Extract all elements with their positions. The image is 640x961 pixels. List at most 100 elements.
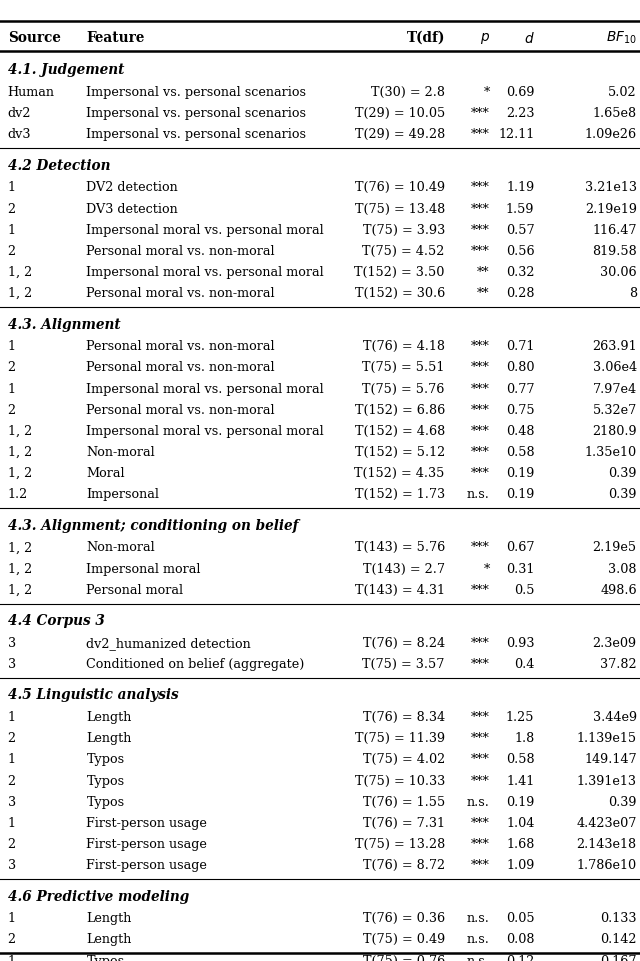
Text: T(143) = 5.76: T(143) = 5.76	[355, 541, 445, 554]
Text: 0.71: 0.71	[506, 340, 534, 354]
Text: 1, 2: 1, 2	[8, 425, 32, 438]
Text: Moral: Moral	[86, 467, 125, 480]
Text: 3: 3	[8, 658, 16, 671]
Text: T(75) = 5.76: T(75) = 5.76	[362, 382, 445, 396]
Text: T(29) = 49.28: T(29) = 49.28	[355, 128, 445, 141]
Text: Typos: Typos	[86, 954, 125, 961]
Text: Impersonal: Impersonal	[86, 488, 159, 502]
Text: 0.39: 0.39	[608, 796, 637, 808]
Text: 3: 3	[8, 637, 16, 650]
Text: 819.58: 819.58	[592, 245, 637, 258]
Text: T(76) = 4.18: T(76) = 4.18	[363, 340, 445, 354]
Text: Personal moral vs. non-moral: Personal moral vs. non-moral	[86, 404, 275, 417]
Text: 0.67: 0.67	[506, 541, 534, 554]
Text: 1.8: 1.8	[514, 732, 534, 745]
Text: ***: ***	[471, 382, 490, 396]
Text: 0.80: 0.80	[506, 361, 534, 375]
Text: 3: 3	[8, 859, 16, 872]
Text: Conditioned on belief (aggregate): Conditioned on belief (aggregate)	[86, 658, 305, 671]
Text: T(152) = 1.73: T(152) = 1.73	[355, 488, 445, 502]
Text: **: **	[477, 266, 490, 279]
Text: First-person usage: First-person usage	[86, 838, 207, 850]
Text: 0.39: 0.39	[608, 467, 637, 480]
Text: ***: ***	[471, 128, 490, 141]
Text: ***: ***	[471, 732, 490, 745]
Text: Impersonal vs. personal scenarios: Impersonal vs. personal scenarios	[86, 128, 307, 141]
Text: 2: 2	[8, 732, 16, 745]
Text: 1.786e10: 1.786e10	[577, 859, 637, 872]
Text: Source: Source	[8, 31, 61, 45]
Text: T(30) = 2.8: T(30) = 2.8	[371, 86, 445, 99]
Text: 1: 1	[8, 912, 15, 925]
Text: 2: 2	[8, 404, 16, 417]
Text: 0.142: 0.142	[600, 933, 637, 947]
Text: 1, 2: 1, 2	[8, 562, 32, 576]
Text: Impersonal moral: Impersonal moral	[86, 562, 201, 576]
Text: T(75) = 3.93: T(75) = 3.93	[362, 224, 445, 236]
Text: T(152) = 6.86: T(152) = 6.86	[355, 404, 445, 417]
Text: 0.56: 0.56	[506, 245, 534, 258]
Text: ***: ***	[471, 404, 490, 417]
Text: T(75) = 5.51: T(75) = 5.51	[362, 361, 445, 375]
Text: $BF_{10}$: $BF_{10}$	[606, 30, 637, 46]
Text: T(76) = 10.49: T(76) = 10.49	[355, 182, 445, 194]
Text: Impersonal vs. personal scenarios: Impersonal vs. personal scenarios	[86, 107, 307, 120]
Text: 1.35e10: 1.35e10	[585, 446, 637, 459]
Text: 4.2 Detection: 4.2 Detection	[8, 159, 110, 173]
Text: 7.97e4: 7.97e4	[593, 382, 637, 396]
Text: 2: 2	[8, 838, 16, 850]
Text: Impersonal moral vs. personal moral: Impersonal moral vs. personal moral	[86, 266, 324, 279]
Text: 2: 2	[8, 933, 16, 947]
Text: Non-moral: Non-moral	[86, 541, 155, 554]
Text: ***: ***	[471, 541, 490, 554]
Text: First-person usage: First-person usage	[86, 859, 207, 872]
Text: T(75) = 3.57: T(75) = 3.57	[362, 658, 445, 671]
Text: ***: ***	[471, 425, 490, 438]
Text: 263.91: 263.91	[592, 340, 637, 354]
Text: ***: ***	[471, 753, 490, 766]
Text: 2: 2	[8, 245, 16, 258]
Text: ***: ***	[471, 340, 490, 354]
Text: T(152) = 4.35: T(152) = 4.35	[355, 467, 445, 480]
Text: ***: ***	[471, 583, 490, 597]
Text: 0.167: 0.167	[600, 954, 637, 961]
Text: 1: 1	[8, 711, 15, 724]
Text: ***: ***	[471, 859, 490, 872]
Text: dv3: dv3	[8, 128, 31, 141]
Text: n.s.: n.s.	[467, 488, 490, 502]
Text: 116.47: 116.47	[592, 224, 637, 236]
Text: 1, 2: 1, 2	[8, 287, 32, 300]
Text: 0.57: 0.57	[506, 224, 534, 236]
Text: 1: 1	[8, 182, 15, 194]
Text: 3.44e9: 3.44e9	[593, 711, 637, 724]
Text: T(75) = 13.48: T(75) = 13.48	[355, 203, 445, 215]
Text: 30.06: 30.06	[600, 266, 637, 279]
Text: Length: Length	[86, 933, 132, 947]
Text: T(143) = 4.31: T(143) = 4.31	[355, 583, 445, 597]
Text: T(76) = 8.34: T(76) = 8.34	[363, 711, 445, 724]
Text: ***: ***	[471, 467, 490, 480]
Text: 0.19: 0.19	[506, 488, 534, 502]
Text: 0.12: 0.12	[506, 954, 534, 961]
Text: 1: 1	[8, 954, 15, 961]
Text: 3: 3	[8, 796, 16, 808]
Text: Typos: Typos	[86, 796, 125, 808]
Text: Personal moral vs. non-moral: Personal moral vs. non-moral	[86, 245, 275, 258]
Text: 1.04: 1.04	[506, 817, 534, 829]
Text: Impersonal moral vs. personal moral: Impersonal moral vs. personal moral	[86, 382, 324, 396]
Text: *: *	[483, 86, 490, 99]
Text: T(76) = 8.72: T(76) = 8.72	[363, 859, 445, 872]
Text: 0.19: 0.19	[506, 796, 534, 808]
Text: 12.11: 12.11	[498, 128, 534, 141]
Text: 1, 2: 1, 2	[8, 583, 32, 597]
Text: 2.143e18: 2.143e18	[577, 838, 637, 850]
Text: 1.68: 1.68	[506, 838, 534, 850]
Text: T(df): T(df)	[406, 31, 445, 45]
Text: T(75) = 13.28: T(75) = 13.28	[355, 838, 445, 850]
Text: T(76) = 8.24: T(76) = 8.24	[363, 637, 445, 650]
Text: 1.19: 1.19	[506, 182, 534, 194]
Text: Feature: Feature	[86, 31, 145, 45]
Text: ***: ***	[471, 838, 490, 850]
Text: Personal moral: Personal moral	[86, 583, 184, 597]
Text: **: **	[477, 287, 490, 300]
